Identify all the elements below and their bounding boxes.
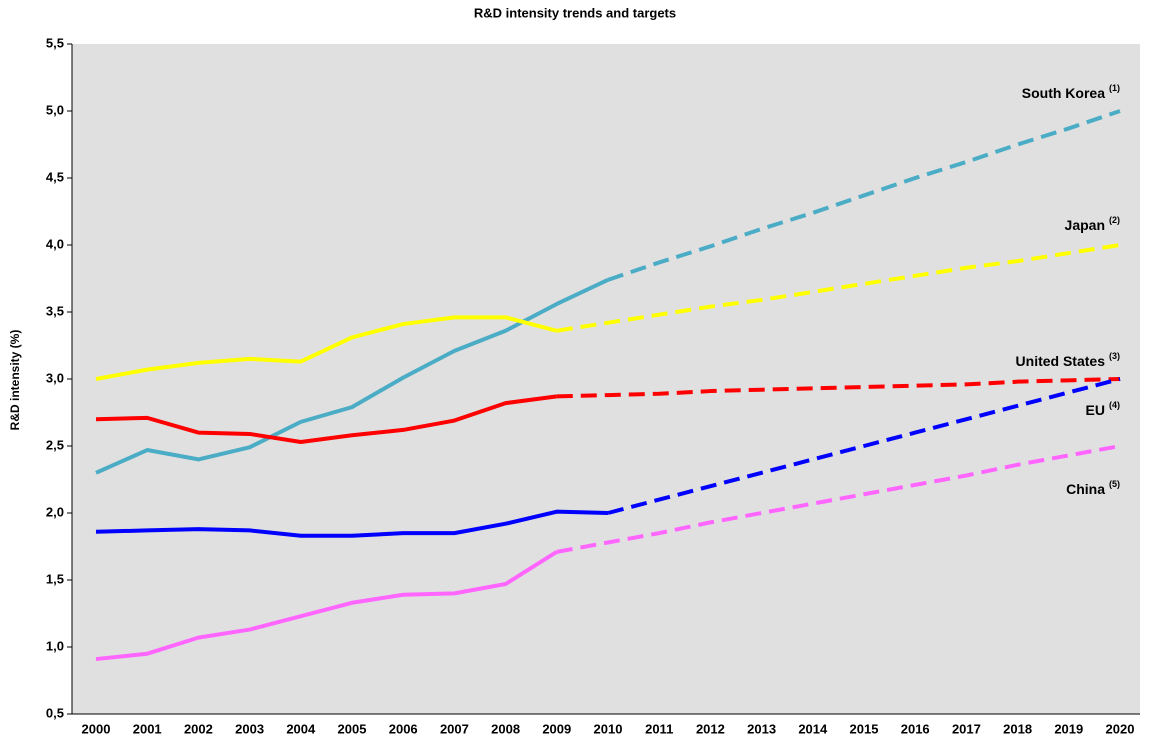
series-label: EU (4)	[1086, 400, 1120, 417]
series-name: Japan	[1065, 217, 1105, 233]
x-tick-label: 2016	[901, 721, 930, 736]
x-tick-label: 2004	[286, 721, 316, 736]
x-tick-label: 2008	[491, 721, 520, 736]
target-line	[607, 377, 1121, 515]
x-tick-label: 2007	[440, 721, 469, 736]
chart-title: R&D intensity trends and targets	[474, 5, 676, 20]
y-axis-label: R&D intensity (%)	[8, 330, 22, 431]
x-tick-label: 2010	[594, 721, 623, 736]
plot-area	[72, 44, 1140, 714]
series-label: United States (3)	[1016, 351, 1120, 368]
x-tick-label: 2002	[184, 721, 213, 736]
y-tick-label: 4,0	[46, 236, 64, 251]
y-tick-label: 5,0	[46, 102, 64, 117]
series-name: United States	[1016, 353, 1106, 369]
x-tick-label: 2015	[850, 721, 879, 736]
x-tick-label: 2012	[696, 721, 725, 736]
series-label: China (5)	[1066, 479, 1120, 496]
target-line	[607, 109, 1121, 282]
y-tick-label: 2,0	[46, 504, 64, 519]
x-tick-label: 2006	[389, 721, 418, 736]
series-name: China	[1066, 481, 1105, 497]
series-line	[95, 509, 609, 538]
x-tick-label: 2020	[1106, 721, 1135, 736]
series-line	[95, 550, 558, 662]
series-line	[95, 394, 558, 444]
y-tick-label: 4,5	[46, 169, 64, 184]
y-tick-label: 1,5	[46, 571, 64, 586]
series-note: (3)	[1109, 351, 1120, 361]
x-tick-label: 2017	[952, 721, 981, 736]
series-line	[95, 315, 558, 381]
x-tick-label: 2014	[798, 721, 828, 736]
x-tick-label: 2013	[747, 721, 776, 736]
x-tick-label: 2019	[1054, 721, 1083, 736]
x-tick-label: 2003	[235, 721, 264, 736]
y-tick-label: 3,0	[46, 370, 64, 385]
y-tick-label: 0,5	[46, 705, 64, 720]
target-line	[556, 377, 1121, 399]
y-tick-label: 5,5	[46, 35, 64, 50]
series-name: South Korea	[1022, 85, 1105, 101]
x-tick-label: 2009	[542, 721, 571, 736]
series-name: EU	[1086, 402, 1105, 418]
y-tick-label: 2,5	[46, 437, 64, 452]
x-tick-label: 2005	[338, 721, 367, 736]
x-tick-label: 2011	[645, 721, 673, 736]
series-note: (1)	[1109, 83, 1120, 93]
series-label: Japan (2)	[1065, 215, 1120, 232]
x-tick-label: 2018	[1003, 721, 1032, 736]
series-label: South Korea (1)	[1022, 83, 1120, 100]
series-note: (5)	[1109, 479, 1120, 489]
series-note: (2)	[1109, 215, 1120, 225]
x-tick-label: 2000	[82, 721, 111, 736]
y-tick-label: 1,0	[46, 638, 64, 653]
series-note: (4)	[1109, 400, 1120, 410]
x-tick-label: 2001	[133, 721, 162, 736]
y-tick-label: 3,5	[46, 303, 64, 318]
